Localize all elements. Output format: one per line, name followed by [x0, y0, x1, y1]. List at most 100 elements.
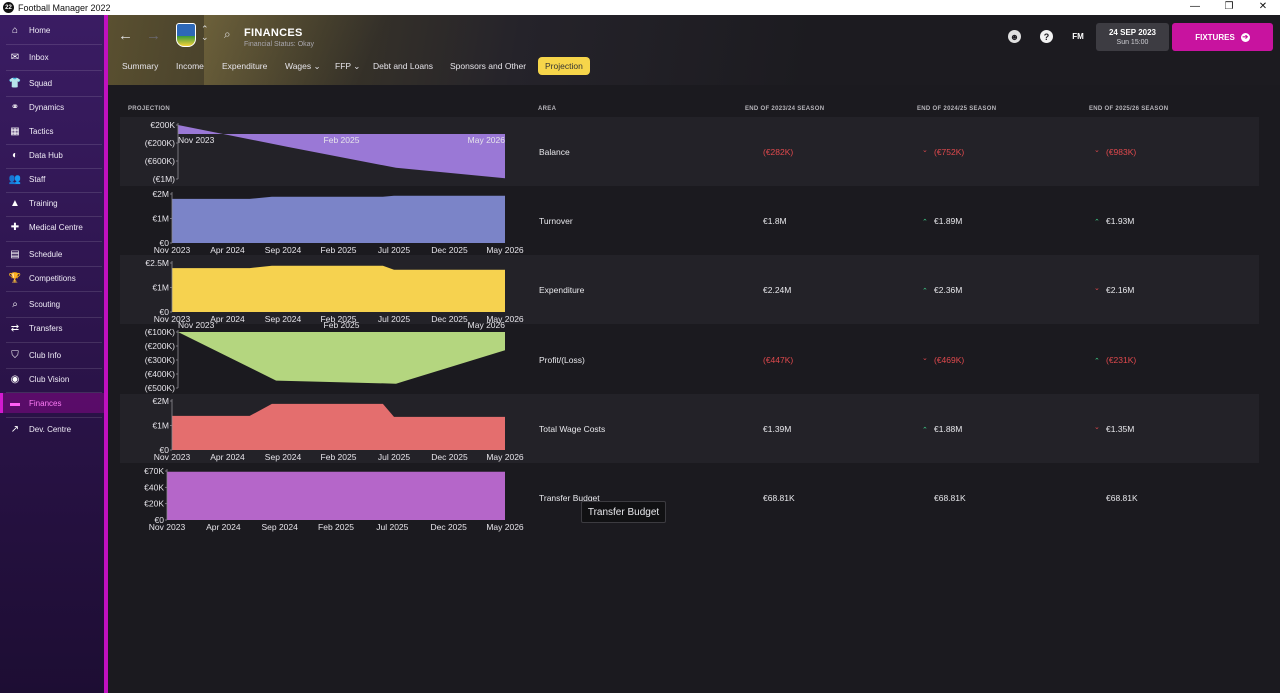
season-2-value: €2.36M [934, 285, 963, 295]
table-row[interactable]: Profit/(Loss) (€447K) (€469K) (€231K) ⌄ ⌃ [120, 325, 1259, 394]
chart-area-4 [172, 403, 505, 450]
trend-down-icon: ⌄ [1094, 424, 1100, 431]
restore-button[interactable]: ❐ [1224, 1, 1234, 12]
sidebar-item-label: Data Hub [29, 150, 63, 160]
staff-icon: 👥 [8, 173, 22, 185]
dynamics-icon: ⚭ [10, 101, 20, 113]
tab-debt-and-loans[interactable]: Debt and Loans [373, 61, 434, 71]
area-label: Balance [539, 147, 570, 157]
chart-y-tick-label: €1M [152, 283, 169, 293]
arrow-right-icon: ➔ [1240, 32, 1250, 42]
trend-up-icon: ⌃ [922, 288, 928, 295]
sidebar-divider [6, 368, 102, 369]
sidebar-item-transfers[interactable]: ⇄ Transfers [0, 318, 104, 338]
back-arrow-icon[interactable]: ← [118, 27, 133, 44]
tab-projection[interactable]: Projection [538, 57, 590, 75]
chart-x-tick-label: Feb 2025 [321, 452, 357, 462]
fixtures-button[interactable]: FIXTURES ➔ [1172, 23, 1273, 51]
sidebar-item-competitions[interactable]: 🏆 Competitions [0, 268, 104, 288]
sidebar-item-finances[interactable]: ▬ Finances [0, 393, 104, 413]
tab-income[interactable]: Income [176, 61, 204, 71]
sidebar-divider [6, 291, 102, 292]
help-icon[interactable]: ? [1040, 30, 1053, 43]
sidebar-item-tactics[interactable]: ▦ Tactics [0, 121, 104, 141]
trend-up-icon: ⌃ [922, 219, 928, 226]
transfer-arrows-icon: ⇄ [10, 322, 20, 334]
chart-area-2 [172, 265, 505, 312]
sidebar-item-inbox[interactable]: ✉ Inbox [0, 47, 104, 67]
tab-summary[interactable]: Summary [122, 61, 159, 71]
sidebar-item-club-vision[interactable]: ◉ Club Vision [0, 369, 104, 389]
sidebar-item-dev-centre[interactable]: ↗ Dev. Centre [0, 419, 104, 439]
chart-x-tick-label: Feb 2025 [324, 135, 360, 145]
tab-ffp[interactable]: FFP ⌄ [335, 60, 361, 71]
chart-x-tick-label: Jul 2025 [378, 314, 410, 324]
close-button[interactable]: ✕ [1258, 1, 1268, 12]
sidebar-item-label: Tactics [29, 126, 54, 136]
sidebar-item-home[interactable]: ⌂ Home [0, 20, 104, 40]
chart-y-tick-label: (€100K) [145, 327, 175, 337]
sidebar-item-staff[interactable]: 👥 Staff [0, 169, 104, 189]
sidebar-divider [6, 216, 102, 217]
season-1-value: €1.39M [763, 424, 792, 434]
sidebar-item-dynamics[interactable]: ⚭ Dynamics [0, 97, 104, 117]
season-3-value: €1.35M [1106, 424, 1135, 434]
current-time: Sun 15:00 [1116, 39, 1149, 46]
manager-face-icon[interactable]: ☻ [1008, 30, 1021, 43]
sidebar-item-training[interactable]: ▲ Training [0, 193, 104, 213]
financial-status: Financial Status: Okay [244, 41, 315, 48]
date-continue-box[interactable]: 24 SEP 2023 Sun 15:00 [1096, 23, 1169, 51]
sidebar-item-club-info[interactable]: ⛉ Club Info [0, 345, 104, 365]
club-badge[interactable] [176, 23, 196, 47]
page-header: ← → ⌃ ⌄ ⌕ FINANCES Financial Status: Okay… [108, 15, 1280, 85]
sidebar-item-squad[interactable]: 👕 Squad [0, 73, 104, 93]
chart-x-tick-label: Feb 2025 [321, 245, 357, 255]
sidebar-item-label: Club Info [29, 350, 62, 360]
sidebar-item-medical-centre[interactable]: ✚ Medical Centre [0, 217, 104, 237]
area-label: Total Wage Costs [539, 424, 606, 434]
table-row[interactable]: Transfer Budget €68.81K €68.81K €68.81K [120, 463, 1259, 532]
search-icon[interactable]: ⌕ [224, 27, 231, 41]
chart-x-tick-label: Dec 2025 [431, 314, 468, 324]
tab-expenditure[interactable]: Expenditure [222, 61, 268, 71]
chart-y-tick-label: €0 [155, 515, 165, 525]
chart-x-tick-label: Feb 2025 [321, 314, 357, 324]
chart-y-tick-label: (€200K) [145, 341, 175, 351]
club-switch-chevrons-icon[interactable]: ⌃ ⌄ [201, 24, 209, 42]
season-3-value: €2.16M [1106, 285, 1135, 295]
sidebar-item-scouting[interactable]: ⌕ Scouting [0, 294, 104, 314]
chart-x-tick-label: Apr 2024 [210, 245, 245, 255]
tooltip: Transfer Budget [581, 501, 666, 523]
tab-sponsors-and-other[interactable]: Sponsors and Other [450, 61, 527, 71]
sidebar-item-data-hub[interactable]: ◐ Data Hub [0, 145, 104, 165]
fm-menu-icon[interactable]: FM [1072, 32, 1084, 41]
forward-arrow-icon[interactable]: → [146, 27, 161, 44]
area-label: Transfer Budget [539, 493, 600, 503]
chart-x-tick-label: Nov 2023 [149, 522, 186, 532]
sidebar-item-label: Home [29, 25, 51, 35]
table-row[interactable]: Turnover €1.8M €1.89M €1.93M ⌃ ⌃ [120, 186, 1259, 255]
sidebar-divider [6, 266, 102, 267]
sidebar-divider [6, 317, 102, 318]
chart-x-tick-label: Apr 2024 [210, 452, 245, 462]
season-1-value: €1.8M [763, 216, 787, 226]
chart-x-tick-label: May 2026 [486, 314, 524, 324]
chart-x-tick-label: Nov 2023 [178, 320, 215, 330]
chart-x-tick-label: Sep 2024 [261, 522, 298, 532]
chart-x-tick-label: Sep 2024 [265, 245, 302, 255]
season-1-value: €2.24M [763, 285, 792, 295]
chart-y-tick-label: €0 [160, 307, 170, 317]
sidebar-divider [6, 192, 102, 193]
season-1-value: (€282K) [763, 147, 794, 157]
sidebar-item-schedule[interactable]: ▤ Schedule [0, 244, 104, 264]
column-area: AREA [538, 106, 557, 112]
sidebar: ⌂ Home ✉ Inbox 👕 Squad ⚭ Dynamics ▦ Tactics ◐ Data … [0, 15, 108, 693]
season-3-value: (€983K) [1106, 147, 1137, 157]
sidebar-divider [6, 96, 102, 97]
table-row[interactable]: Balance (€282K) (€752K) (€983K) ⌄ ⌄ [120, 117, 1259, 186]
tab-wages[interactable]: Wages ⌄ [285, 60, 321, 71]
sidebar-divider [6, 168, 102, 169]
sidebar-divider [6, 417, 102, 418]
minimize-button[interactable]: — [1190, 1, 1200, 12]
